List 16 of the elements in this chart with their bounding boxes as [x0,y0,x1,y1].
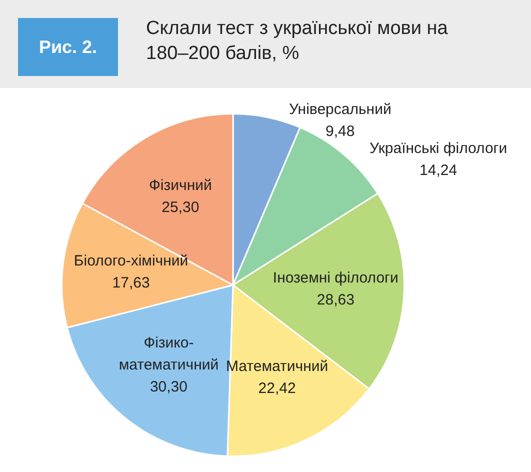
slice-label: Українські філологи [369,140,508,158]
data-label: 28,63 [316,292,354,309]
data-label: 30,30 [150,378,188,396]
data-label: 14,24 [420,162,458,180]
text: Рис. 2. [18,18,118,76]
slice-label: Фізико-математичний [118,334,219,374]
data-label: 22,42 [258,380,296,397]
slice-label: Математичний [226,358,328,375]
slice-label: Біолого-хімічний [74,252,188,270]
slice-label: Універсальний [288,100,392,118]
slice-label: Іноземні філологи [272,270,398,287]
data-label: 17,63 [112,274,150,292]
data-label: 9,48 [326,122,355,140]
chart-title: Склали тест з української мови на 180–200 балів, % [146,17,449,66]
slice-label: Фізичний [149,176,212,194]
data-label: 25,30 [162,198,200,216]
